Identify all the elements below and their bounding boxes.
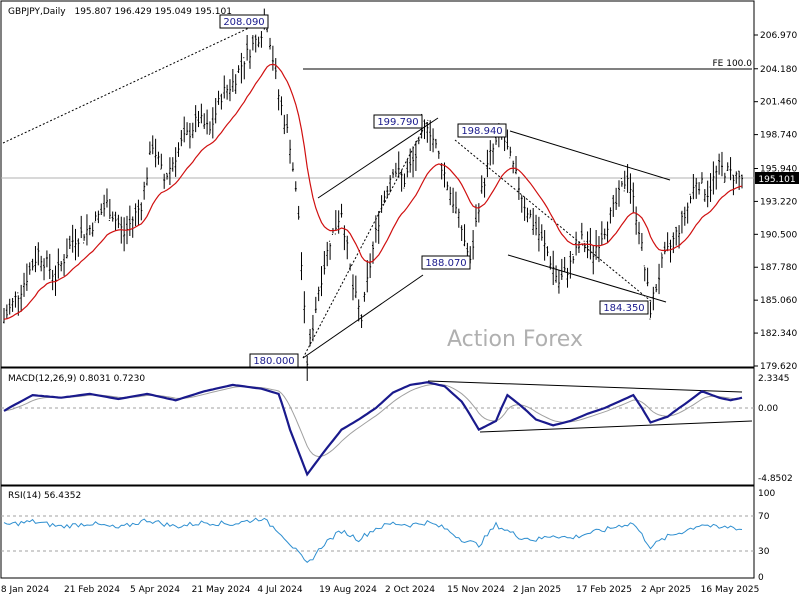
trendline-channel-up-lower [302, 274, 424, 359]
macd-tick-zero: 0.00 [758, 404, 778, 414]
trendline-channel-down-lower [507, 254, 667, 303]
x-tick-label: 8 Jan 2024 [1, 585, 49, 595]
macd-line [3, 381, 743, 477]
x-tick-label: 2 Apr 2025 [641, 585, 691, 595]
price-tick-label: 185.060 [760, 296, 797, 306]
macd-trendline-upper [427, 380, 743, 393]
x-tick-label: 2 Jan 2025 [513, 585, 561, 595]
symbol-label: GBPJPY,Daily 195.807 196.429 195.049 195… [8, 7, 232, 17]
watermark: Action Forex [447, 327, 583, 352]
price-tick-label: 179.620 [760, 362, 797, 372]
x-tick-label: 2 Oct 2024 [385, 585, 435, 595]
annotation-199790: 199.790 [373, 114, 423, 129]
price-tick-label: 190.500 [760, 230, 797, 240]
x-tick-label: 17 Feb 2025 [576, 585, 632, 595]
price-tick-label: 201.460 [760, 98, 797, 108]
annotation-208090: 208.090 [219, 14, 269, 29]
annotation-198940: 198.940 [457, 123, 507, 138]
trendline-dotted-3 [454, 139, 653, 303]
annotation-188070: 188.070 [421, 255, 471, 270]
price-bars [3, 8, 743, 381]
price-tick-label: 195.940 [760, 164, 797, 174]
rsi-tick-0: 0 [758, 573, 764, 583]
annotation-184350: 184.350 [599, 300, 649, 315]
price-axis: 206.970 204.180 201.460 198.740 195.940 193.2… [754, 31, 797, 372]
x-tick-label: 16 May 2025 [701, 585, 760, 595]
rsi-tick-30: 30 [758, 547, 770, 557]
moving-average-line [3, 63, 743, 320]
price-tick-label: 204.180 [760, 65, 797, 75]
trendline-channel-up-upper [317, 117, 439, 199]
macd-trendline-lower [479, 420, 753, 433]
svg-text:195.101: 195.101 [758, 175, 795, 185]
macd-label: MACD(12,26,9) 0.8031 0.7230 [8, 374, 145, 384]
price-tick-label: 206.970 [760, 31, 797, 41]
svg-text:184.350: 184.350 [603, 303, 644, 314]
x-tick-label: 4 Jul 2024 [257, 585, 302, 595]
svg-text:199.790: 199.790 [377, 117, 418, 128]
rsi-panel [0, 485, 755, 579]
annotation-180000: 180.000 [249, 353, 299, 368]
svg-text:188.070: 188.070 [425, 258, 466, 269]
price-tick-label: 187.780 [760, 263, 797, 273]
main-panel [0, 0, 755, 368]
svg-text:208.090: 208.090 [223, 17, 264, 28]
macd-panel [0, 367, 755, 486]
rsi-line [3, 517, 743, 563]
last-price-tag: 195.101 [755, 172, 799, 185]
rsi-tick-70: 70 [758, 512, 770, 522]
macd-tick-top: 2.3345 [758, 374, 790, 384]
x-axis: 8 Jan 2024 21 Feb 2024 5 Apr 2024 21 May 20… [1, 585, 759, 595]
fe-level-label: FE 100.0 [713, 59, 753, 69]
x-tick-label: 21 Feb 2024 [64, 585, 120, 595]
trendline-dotted-1 [2, 19, 267, 144]
svg-text:198.940: 198.940 [461, 126, 502, 137]
svg-text:180.000: 180.000 [253, 356, 294, 367]
price-tick-label: 198.740 [760, 131, 797, 141]
x-tick-label: 19 Aug 2024 [319, 585, 377, 595]
rsi-label: RSI(14) 56.4352 [8, 491, 81, 501]
price-tick-label: 193.220 [760, 197, 797, 207]
x-tick-label: 15 Nov 2024 [447, 585, 505, 595]
x-tick-label: 5 Apr 2024 [130, 585, 180, 595]
x-tick-label: 21 May 2024 [192, 585, 251, 595]
trendline-channel-down-upper [509, 130, 671, 181]
price-tick-label: 182.340 [760, 329, 797, 339]
macd-tick-bottom: -4.8502 [758, 474, 793, 484]
rsi-tick-100: 100 [758, 489, 775, 499]
